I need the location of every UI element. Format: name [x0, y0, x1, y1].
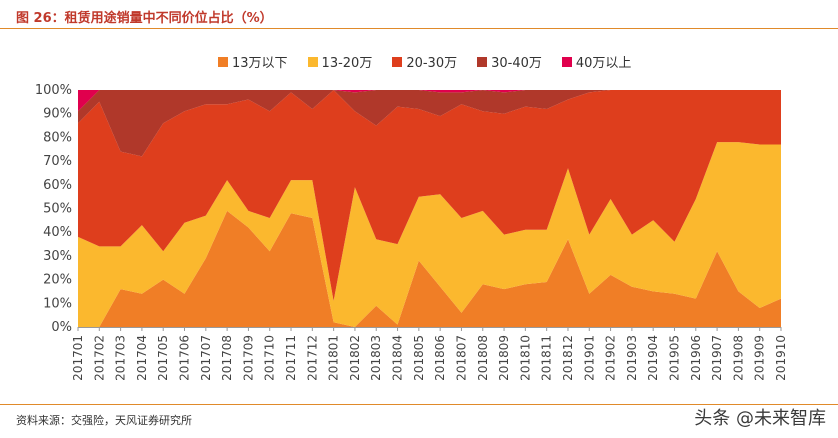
x-tick-label: 201802: [348, 335, 362, 381]
footer-divider: [0, 404, 838, 405]
y-tick-label: 100%: [35, 83, 72, 98]
x-tick-label: 201703: [114, 335, 128, 381]
y-tick-label: 30%: [43, 249, 72, 264]
x-tick-label: 201704: [135, 335, 149, 381]
x-tick-label: 201812: [561, 335, 575, 381]
legend-label: 13-20万: [321, 56, 373, 71]
x-tick-label: 201807: [454, 335, 468, 381]
legend-swatch: [561, 56, 572, 67]
x-tick-label: 201907: [710, 335, 724, 381]
x-tick-label: 201809: [497, 335, 511, 381]
stacked-area-chart: 0% 10% 20% 30% 40% 50% 60% 70% 80% 90% 100% 201701 2…: [35, 83, 788, 381]
x-tick-label: 201806: [433, 335, 447, 381]
legend-swatch: [307, 56, 318, 67]
legend-swatch: [218, 56, 228, 67]
legend-label: 13万以下: [232, 56, 288, 71]
series-area: [78, 90, 781, 157]
x-tick-label: 201909: [753, 335, 767, 381]
legend-item: 13-20万: [307, 52, 373, 71]
x-tick-label: 201701: [71, 335, 85, 381]
legend-item: 13万以下: [218, 52, 288, 71]
legend-label: 40万以上: [575, 56, 632, 71]
y-tick-label: 90%: [43, 107, 72, 122]
y-tick-label: 10%: [43, 296, 72, 311]
legend-label: 20-30万: [406, 56, 458, 71]
x-tick-label: 201904: [646, 335, 660, 381]
x-tick-label: 201709: [241, 335, 255, 381]
source-note: 资料来源：交强险，天风证券研究所: [16, 414, 192, 427]
x-tick-label: 201711: [284, 335, 298, 381]
x-tick-label: 201902: [604, 335, 618, 381]
x-tick-label: 201803: [369, 335, 383, 381]
y-tick-label: 50%: [43, 202, 72, 217]
watermark: 头条 @未来智库: [694, 408, 826, 429]
y-tick-label: 40%: [43, 225, 72, 240]
x-tick-label: 201906: [689, 335, 703, 381]
y-tick-label: 20%: [43, 273, 72, 288]
x-tick-label: 201908: [731, 335, 745, 381]
legend-label: 30-40万: [491, 56, 542, 71]
x-tick-label: 201805: [412, 335, 426, 381]
x-tick-label: 201811: [540, 335, 554, 381]
figure-title: 图 26：租赁用途销量中不同价位占比（%）: [16, 11, 273, 26]
y-tick-label: 0%: [51, 320, 72, 335]
legend-swatch: [392, 56, 403, 67]
x-tick-label: 201712: [305, 335, 319, 381]
series-area: [78, 142, 781, 327]
x-tick-label: 201804: [391, 335, 405, 381]
series-area: [78, 90, 781, 301]
y-tick-label: 60%: [43, 178, 72, 193]
x-tick-label: 201903: [625, 335, 639, 381]
x-tick-label: 201810: [518, 335, 532, 381]
x-tick-label: 201801: [327, 335, 341, 381]
x-tick-label: 201706: [178, 335, 192, 381]
chart-legend: 13万以下 13-20万 20-30万 30-40万 40万以上: [218, 52, 631, 71]
x-tick-label: 201901: [582, 335, 596, 381]
x-tick-label: 201705: [156, 335, 170, 381]
y-tick-label: 70%: [43, 154, 72, 169]
legend-item: 30-40万: [477, 52, 542, 71]
y-tick-label: 80%: [43, 130, 72, 145]
legend-item: 20-30万: [392, 52, 457, 71]
title-divider: [0, 28, 838, 29]
legend-item: 40万以上: [561, 52, 632, 71]
x-tick-label: 201808: [476, 335, 490, 381]
x-tick-label: 201708: [220, 335, 234, 381]
x-tick-label: 201702: [92, 335, 106, 381]
x-tick-label: 201905: [667, 335, 681, 381]
x-tick-label: 201710: [263, 335, 277, 381]
legend-swatch: [477, 56, 488, 67]
x-tick-label: 201910: [774, 335, 788, 381]
series-area: [78, 210, 781, 327]
x-tick-label: 201707: [199, 335, 213, 381]
